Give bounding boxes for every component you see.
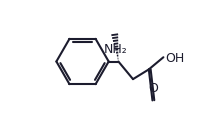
Text: OH: OH [165, 52, 185, 65]
Text: NH₂: NH₂ [103, 43, 127, 56]
Text: O: O [148, 82, 158, 95]
